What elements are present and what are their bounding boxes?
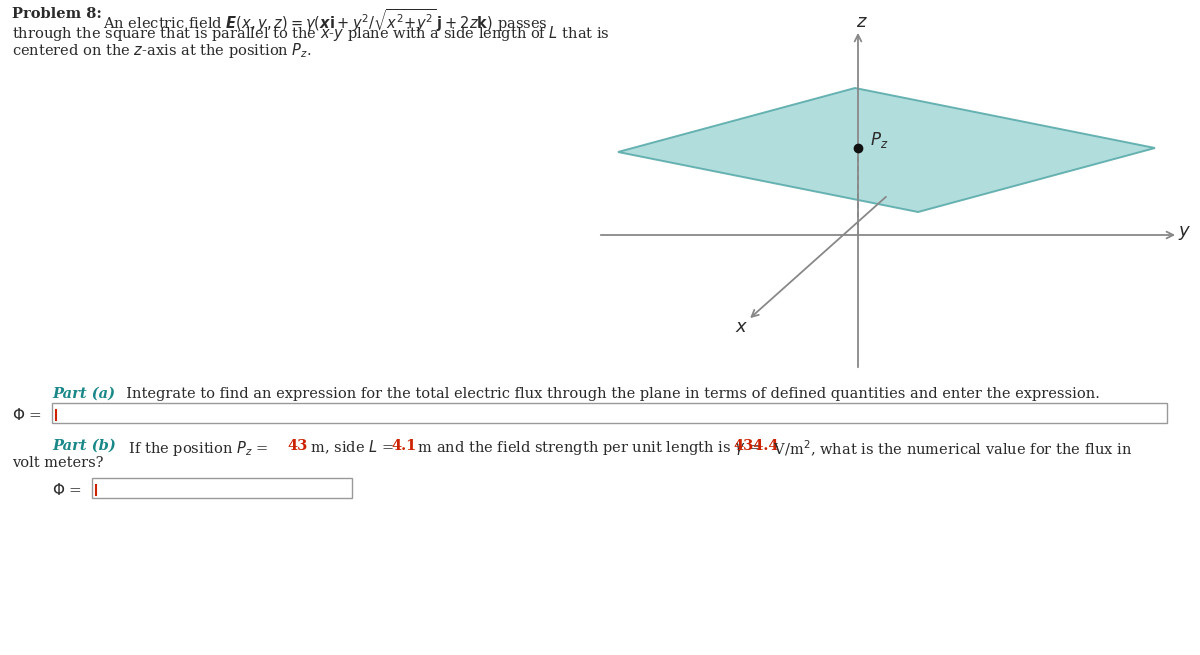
- Text: m and the field strength per unit length is $\gamma$ =: m and the field strength per unit length…: [413, 439, 761, 457]
- Text: 43: 43: [287, 439, 307, 453]
- Text: An electric field $\boldsymbol{E}(x,y,z) = \gamma(\boldsymbol{x}\mathbf{i} + y^2: An electric field $\boldsymbol{E}(x,y,z)…: [94, 7, 547, 34]
- Text: $\Phi$ =: $\Phi$ =: [12, 407, 42, 423]
- Text: Problem 8:: Problem 8:: [12, 7, 102, 21]
- Text: V/m$^2$, what is the numerical value for the flux in: V/m$^2$, what is the numerical value for…: [769, 439, 1133, 459]
- Text: $z$: $z$: [856, 13, 868, 31]
- Text: $y$: $y$: [1178, 224, 1192, 242]
- Text: Part (a): Part (a): [52, 387, 115, 401]
- Bar: [92, 478, 352, 498]
- Text: volt meters?: volt meters?: [12, 456, 103, 470]
- Text: Integrate to find an expression for the total electric flux through the plane in: Integrate to find an expression for the …: [118, 387, 1100, 401]
- Text: $\Phi$ =: $\Phi$ =: [52, 482, 82, 498]
- Text: 4.1: 4.1: [391, 439, 416, 453]
- Polygon shape: [618, 88, 1154, 212]
- Text: m, side $L$ =: m, side $L$ =: [306, 439, 394, 457]
- Text: 434.4: 434.4: [733, 439, 779, 453]
- Text: $x$: $x$: [736, 318, 749, 336]
- Text: through the square that is parallel to the $x$-$y$ plane with a side length of $: through the square that is parallel to t…: [12, 24, 610, 43]
- Bar: [52, 403, 1166, 423]
- Text: Part (b): Part (b): [52, 439, 115, 453]
- Text: $P_z$: $P_z$: [870, 130, 888, 150]
- Text: If the position $P_z$ =: If the position $P_z$ =: [119, 439, 269, 458]
- Text: centered on the $z$-axis at the position $P_z$.: centered on the $z$-axis at the position…: [12, 41, 312, 60]
